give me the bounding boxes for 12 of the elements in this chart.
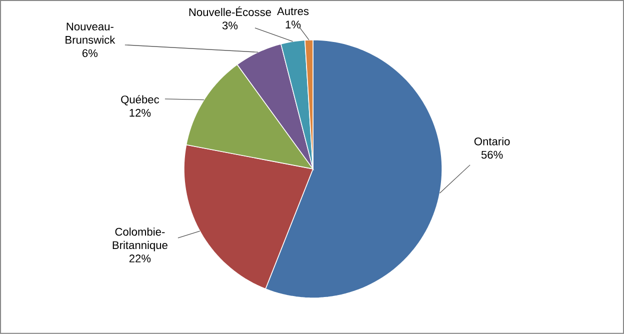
slice-label: Ontario [474,137,510,146]
slice-label: Québec [121,95,160,106]
slice-label: Nouveau-Brunswick [66,22,116,44]
data-label: 56% [481,150,503,159]
data-label: 1% [286,20,301,28]
data-label: 6% [82,49,98,58]
slice-label: Colombie-Britannique [112,228,168,252]
data-label: 22% [129,254,151,262]
slice-label: Autres [277,7,309,16]
data-label: 12% [130,108,151,117]
slice-label: Nouvelle-Écosse [189,6,272,16]
data-label: 3% [222,22,238,30]
